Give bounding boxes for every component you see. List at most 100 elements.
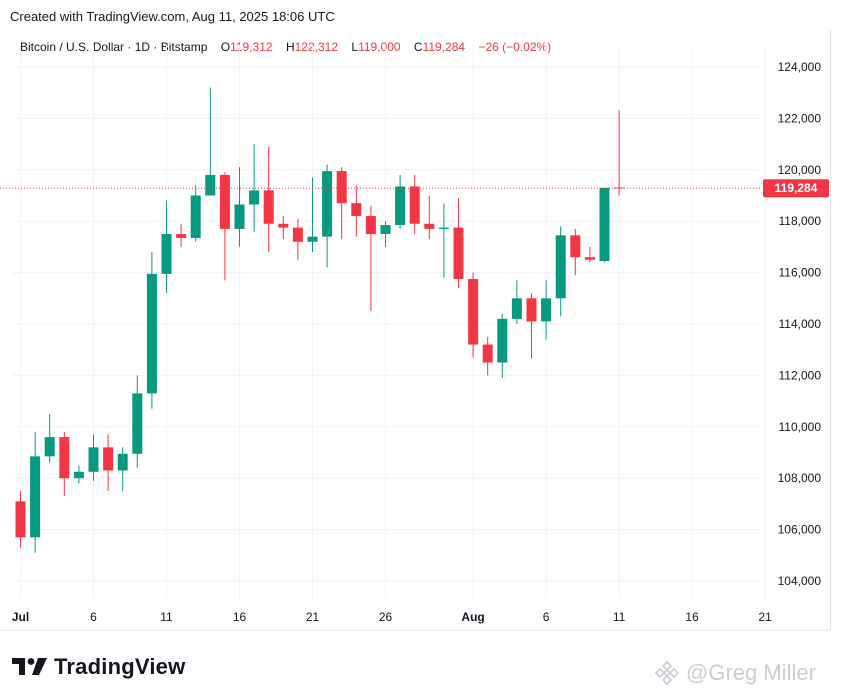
candle-body [219, 174, 230, 229]
tradingview-logo-icon [12, 658, 47, 675]
candle [249, 144, 260, 232]
candle [146, 252, 157, 409]
candle [88, 434, 99, 481]
grid-lines [12, 45, 766, 598]
close-label: C [413, 40, 423, 54]
candle [511, 280, 522, 324]
candle-body [511, 298, 522, 319]
created-with-text: Created with TradingView.com, Aug 11, 20… [10, 9, 335, 24]
candle-body [438, 227, 449, 229]
x-tick-label: 16 [685, 610, 699, 624]
candle [219, 172, 230, 281]
candle [30, 431, 41, 553]
candle-body [380, 225, 391, 235]
binance-icon [654, 660, 680, 686]
y-tick-label: 108,000 [778, 471, 822, 485]
candle [307, 177, 318, 253]
x-tick-label: 21 [306, 610, 320, 624]
candle [570, 228, 581, 276]
price-chart[interactable]: 119,284 104,000 106,000 108,000 110,000 112,… [0, 0, 842, 640]
candle [205, 87, 216, 196]
candle-body [599, 187, 610, 262]
candle-body [263, 190, 274, 224]
candle [380, 221, 391, 247]
candle [117, 447, 128, 492]
candle-body [322, 171, 333, 237]
tradingview-brand[interactable]: TradingView [12, 654, 185, 680]
candle-body [424, 223, 435, 229]
last-price-line-group: 119,284 [0, 179, 829, 198]
candle [584, 246, 595, 263]
y-tick-label: 112,000 [779, 368, 822, 382]
candle-body [117, 453, 128, 471]
last-price-badge [763, 179, 829, 198]
candle [541, 280, 552, 340]
candle [395, 174, 406, 229]
candle [176, 223, 187, 247]
chart-border-right [830, 30, 831, 630]
price-axis[interactable]: 104,000 106,000 108,000 110,000 112,000 114,0… [778, 60, 822, 588]
candle-body [584, 257, 595, 260]
candle-body [336, 171, 347, 204]
y-tick-label: 110,000 [779, 420, 822, 434]
candle-body [73, 471, 84, 479]
candle-body [249, 190, 260, 205]
candle [365, 205, 376, 312]
last-price-label: 119,284 [775, 181, 818, 195]
candle-body [161, 234, 172, 274]
candle-body [146, 273, 157, 394]
close-value: 119,284 [422, 40, 466, 54]
candle [15, 491, 26, 548]
candle-body [395, 186, 406, 226]
x-tick-label: 16 [233, 610, 247, 624]
candle [614, 110, 625, 196]
candle-body [30, 456, 41, 538]
candle-body [555, 235, 566, 299]
candle-body [292, 227, 303, 242]
y-tick-label: 124,000 [778, 60, 822, 74]
candle-body [176, 234, 187, 238]
candle-body [15, 501, 26, 538]
candle [103, 434, 114, 492]
x-tick-label: 26 [379, 610, 393, 624]
x-tick-label: 6 [90, 610, 97, 624]
y-tick-label: 120,000 [778, 163, 822, 177]
candle-body [453, 227, 464, 280]
candle-body [205, 174, 216, 196]
time-axis[interactable]: Jul 6 11 16 21 26 Aug 6 11 16 21 [0, 610, 830, 631]
symbol-label[interactable]: Bitcoin / U.S. Dollar · 1D · Bitstamp [20, 40, 208, 54]
candle [526, 293, 537, 359]
candle-body [307, 236, 318, 242]
candle [132, 375, 143, 468]
candle [468, 272, 479, 358]
candle-body [132, 393, 143, 454]
low-label: L [351, 40, 359, 54]
candle-body [234, 204, 245, 229]
candle [59, 431, 70, 497]
candle [599, 187, 610, 263]
candle [555, 226, 566, 317]
candle [438, 203, 449, 278]
y-tick-label: 116,000 [779, 266, 822, 280]
watermark: @Greg Miller [654, 660, 816, 686]
candle [234, 167, 245, 247]
candle-body [614, 187, 625, 189]
y-tick-label: 122,000 [778, 111, 822, 125]
open-value: 119,312 [230, 40, 273, 54]
candle [73, 465, 84, 484]
candle-body [88, 447, 99, 472]
candle-body [59, 437, 70, 479]
candle [292, 218, 303, 260]
candle [482, 336, 493, 376]
candle-body [541, 298, 552, 322]
x-tick-label: 11 [613, 610, 626, 624]
candle [278, 216, 289, 240]
candle [161, 200, 172, 294]
candle [409, 174, 420, 235]
candle-body [570, 235, 581, 258]
candle [453, 198, 464, 289]
y-tick-label: 106,000 [778, 523, 822, 537]
x-tick-label: 11 [160, 610, 173, 624]
candles-group [15, 87, 625, 553]
high-label: H [285, 40, 295, 54]
